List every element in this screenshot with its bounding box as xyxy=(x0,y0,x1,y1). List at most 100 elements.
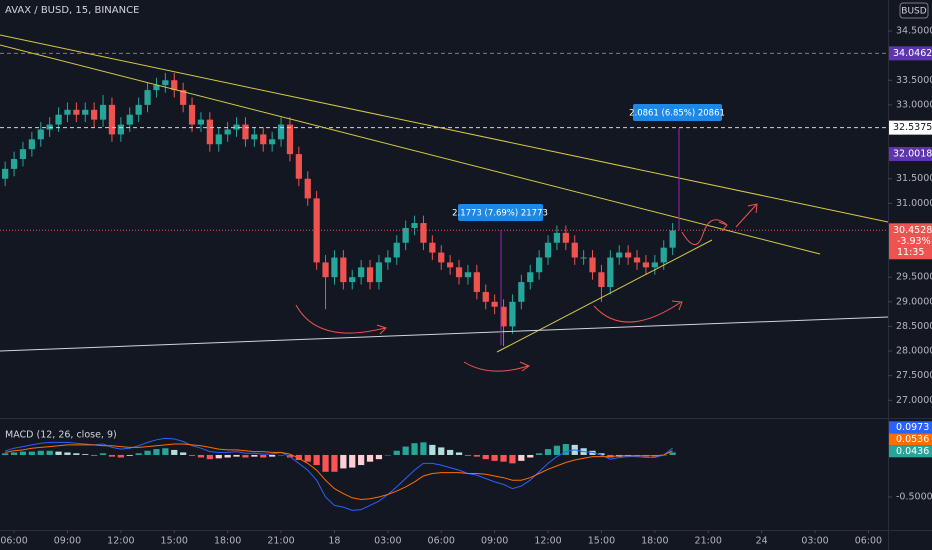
histogram-bar xyxy=(73,453,80,455)
candle-body xyxy=(313,198,320,263)
y-tick-label: -0.5000 xyxy=(896,491,932,502)
support-line xyxy=(0,316,889,352)
candle-body xyxy=(536,257,543,273)
candle-body xyxy=(411,223,418,228)
candle-body xyxy=(162,80,169,86)
histogram-bar xyxy=(260,454,267,458)
candle-body xyxy=(544,242,552,258)
price-label: 32.0018 xyxy=(893,149,932,160)
histogram-bar xyxy=(331,454,338,472)
x-tick-label: 21:00 xyxy=(695,536,722,547)
currency-badge[interactable] xyxy=(899,2,929,19)
price-label: 32.5375 xyxy=(893,122,932,133)
histogram-bar xyxy=(473,454,480,457)
candle-body xyxy=(2,168,9,179)
candle-body xyxy=(349,277,356,283)
plot: 06:00 09:00 12:00 15:00 18:00 21:00 18 03:00 06:… xyxy=(0,26,932,547)
candle-body xyxy=(295,154,302,179)
candle-body xyxy=(527,272,534,283)
x-tick-label: 06:00 xyxy=(428,536,455,547)
arrow xyxy=(735,203,758,228)
y-tick-label: 27.5000 xyxy=(896,370,932,381)
histogram-bar xyxy=(28,451,35,455)
histogram-bar xyxy=(340,454,347,469)
x-tick-label: 09:00 xyxy=(481,536,508,547)
histogram-bar xyxy=(544,449,552,455)
candle-body xyxy=(660,247,667,263)
candle-body xyxy=(633,257,641,263)
candle-body xyxy=(277,124,285,140)
histogram-bar xyxy=(598,453,605,455)
candle-body xyxy=(304,178,311,199)
histogram-bar xyxy=(144,450,151,455)
candle-body xyxy=(19,149,27,160)
histogram-bar xyxy=(135,453,142,455)
histogram-bar xyxy=(242,454,249,458)
candle-body xyxy=(126,114,133,125)
histogram-bar xyxy=(46,450,53,455)
macd-line xyxy=(5,443,673,501)
macd-line xyxy=(5,437,673,511)
candle-body xyxy=(438,252,445,263)
price-label-box xyxy=(889,147,932,162)
currency[interactable]: BUSD xyxy=(901,7,926,17)
candle-body xyxy=(358,267,365,278)
y-tick-label: 29.0000 xyxy=(896,296,932,307)
x-tick-label: 18:00 xyxy=(641,536,668,547)
chart-title: AVAX / BUSD, 15, BINANCE xyxy=(5,5,139,16)
histogram-bar xyxy=(2,453,9,455)
candle-body xyxy=(28,139,35,150)
y-tick-label: 34.5000 xyxy=(896,26,932,37)
histogram-bar xyxy=(117,454,124,458)
x-tick-label: 15:00 xyxy=(161,536,188,547)
histogram-bar xyxy=(126,454,133,456)
histogram-bar xyxy=(91,454,98,456)
candle-body xyxy=(616,252,623,258)
histogram-bar xyxy=(447,449,454,455)
x-tick-label: 15:00 xyxy=(588,536,615,547)
candle-body xyxy=(286,124,294,155)
x-tick-label: 09:00 xyxy=(54,536,81,547)
histogram-bar xyxy=(322,454,329,472)
y-tick-label: 33.0000 xyxy=(896,99,932,110)
candle-body xyxy=(669,230,676,248)
candle-body xyxy=(580,257,587,259)
candle-body xyxy=(188,104,196,125)
x-tick-label: 12:00 xyxy=(534,536,561,547)
candle-body xyxy=(366,267,374,283)
histogram-bar xyxy=(500,454,507,462)
histogram-bar xyxy=(180,452,187,455)
trend-line xyxy=(0,34,889,223)
candle-body xyxy=(73,109,80,115)
value-marker: 0.0436 xyxy=(896,446,929,457)
histogram-bar xyxy=(491,454,498,461)
price-label: 30.4528 xyxy=(893,225,932,236)
trend-line xyxy=(0,44,821,255)
candle-body xyxy=(46,124,53,130)
candle-body xyxy=(375,262,383,283)
candle-body xyxy=(651,262,658,268)
candle-body xyxy=(331,257,338,278)
x-tick-label: 12:00 xyxy=(107,536,134,547)
histogram-bar xyxy=(55,451,62,455)
y-tick-label: 31.0000 xyxy=(896,198,932,209)
price-label-box xyxy=(889,120,932,135)
x-tick-label: 18 xyxy=(328,536,340,547)
histogram-bar xyxy=(536,453,543,455)
histogram-bar xyxy=(206,454,213,460)
histogram-bar xyxy=(19,451,27,455)
candle-body xyxy=(625,252,632,258)
candle-body xyxy=(518,282,525,302)
candle-body xyxy=(180,90,187,105)
candle-body xyxy=(99,104,107,120)
histogram-bar xyxy=(64,452,71,455)
histogram-bar xyxy=(162,448,169,455)
candle-body xyxy=(82,109,89,115)
candle-body xyxy=(269,139,276,145)
candle-body xyxy=(340,257,347,283)
histogram-bar xyxy=(295,454,302,461)
histogram-bar xyxy=(349,454,356,468)
histogram-bar xyxy=(527,454,534,458)
drawings xyxy=(0,2,929,372)
price-sublabel: -3.93% xyxy=(897,236,931,247)
